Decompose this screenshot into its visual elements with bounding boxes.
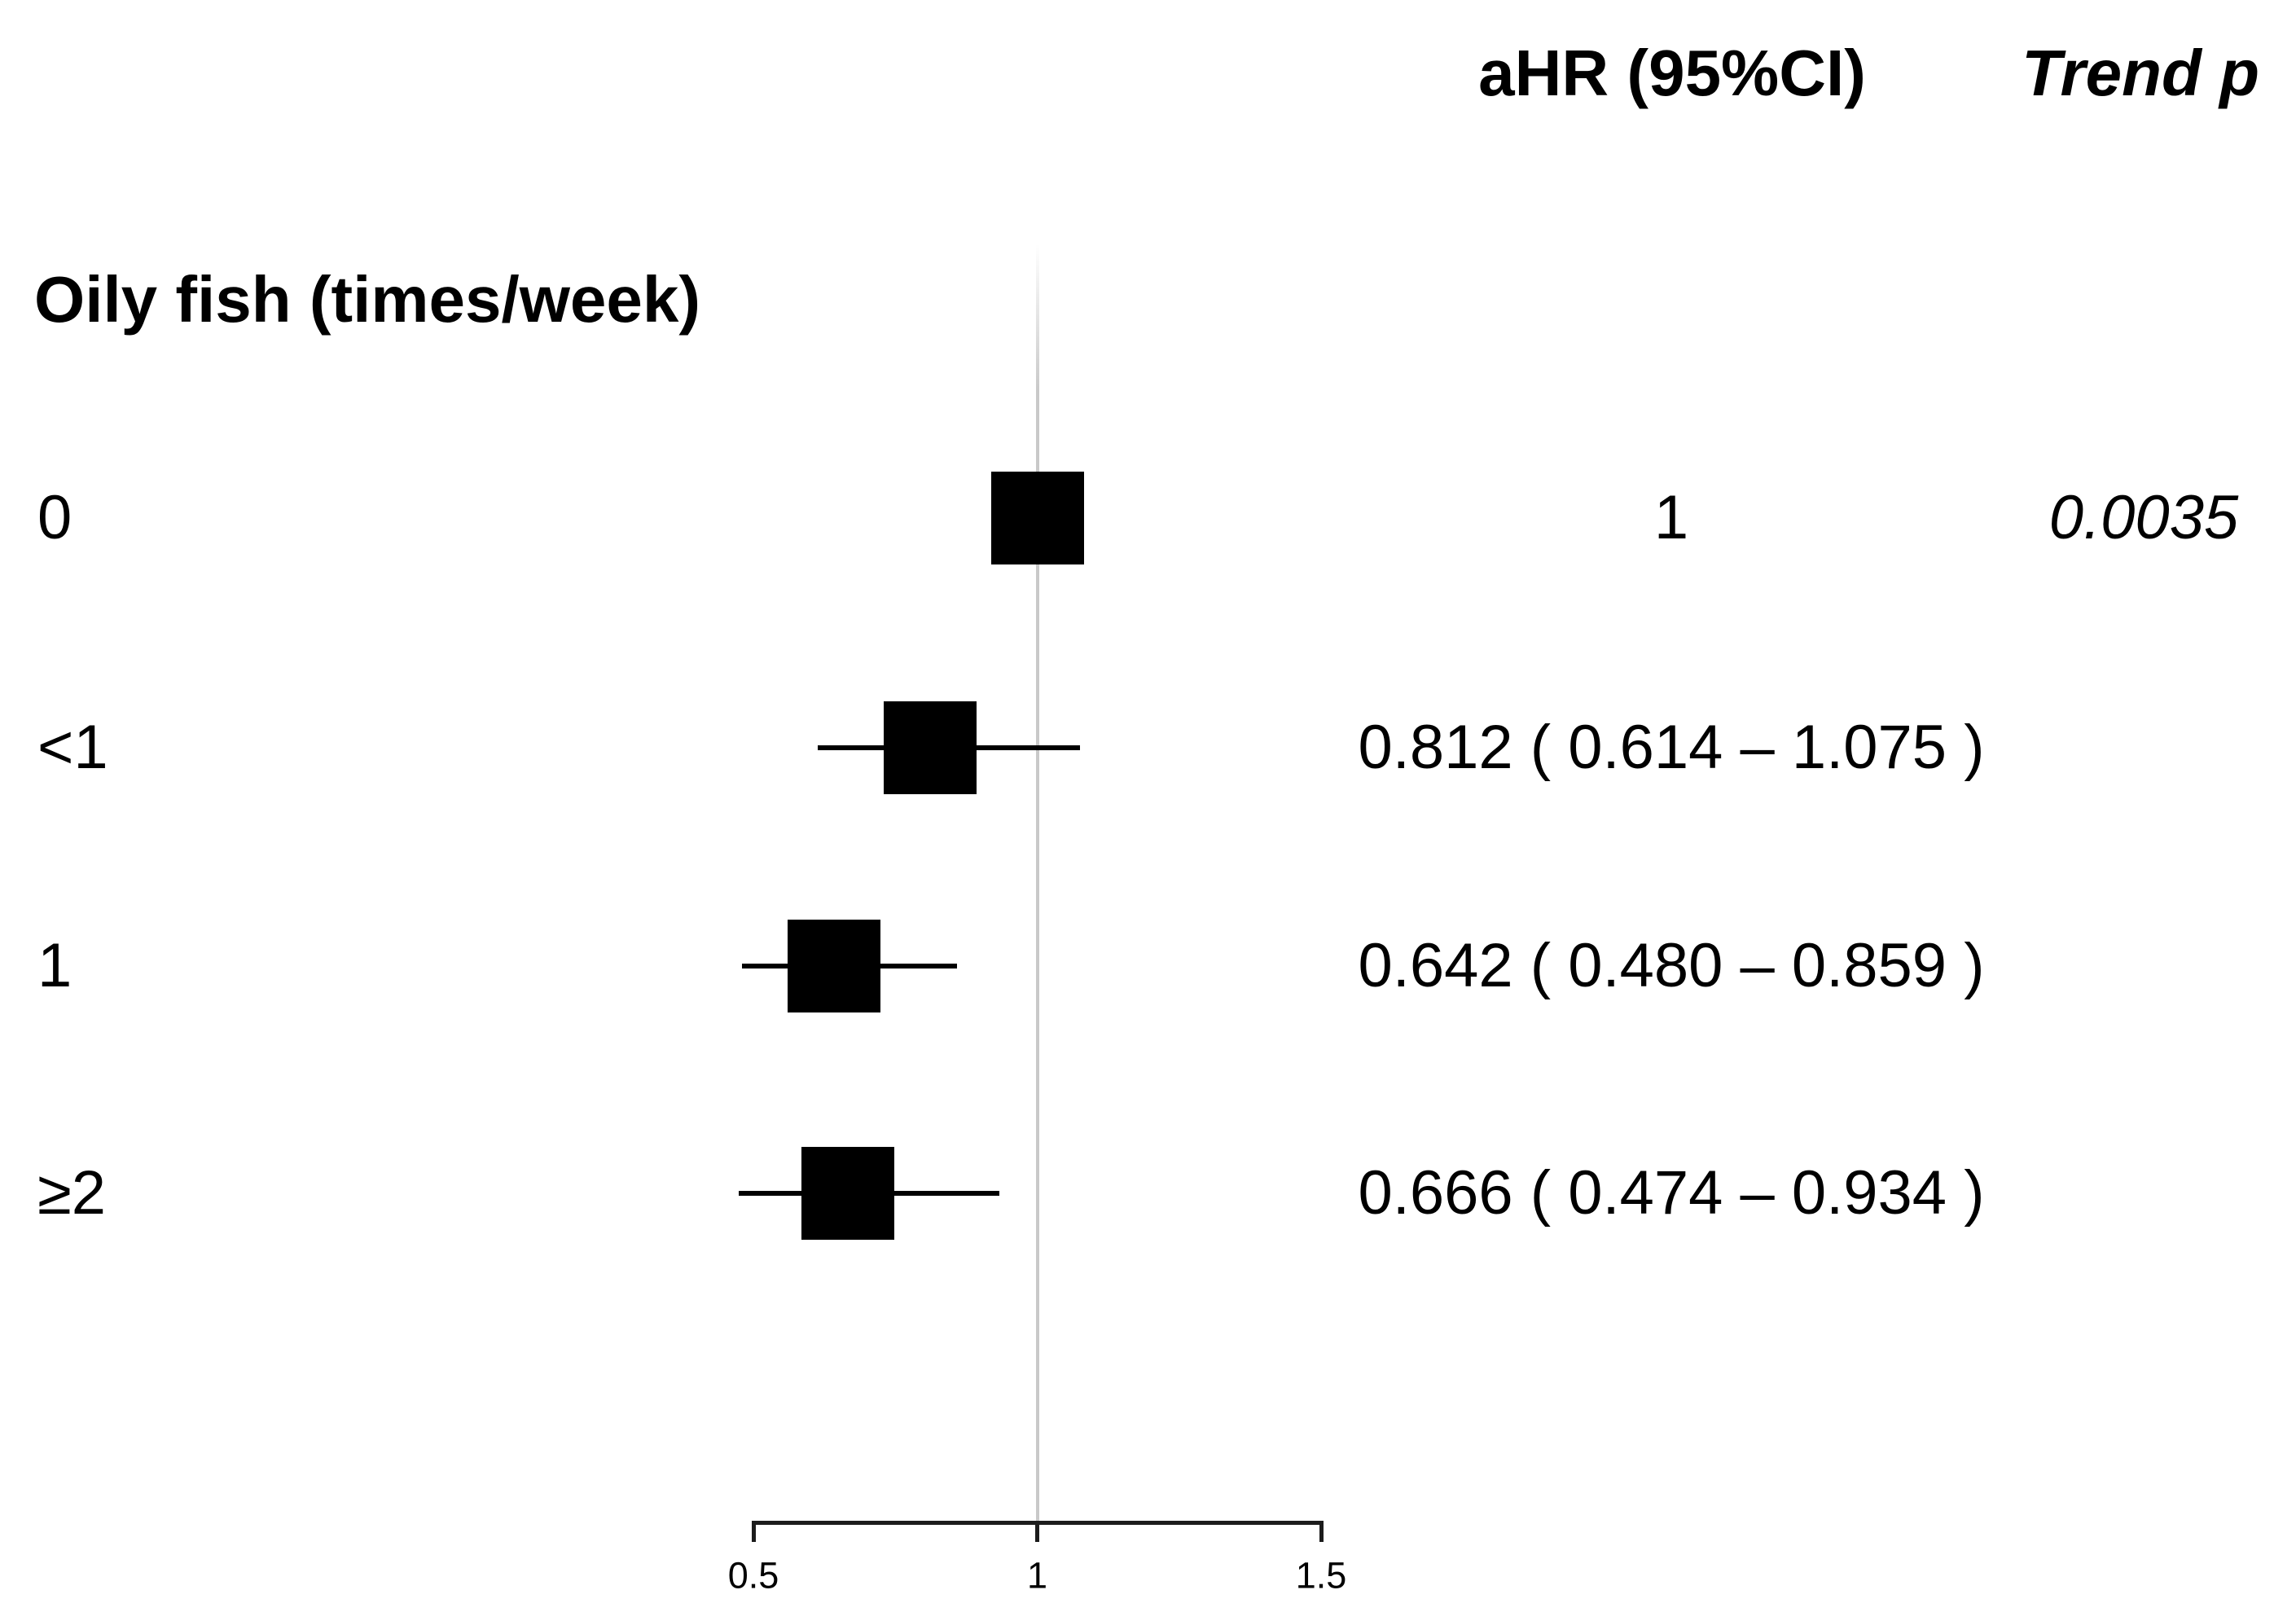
row-label: 1	[37, 931, 72, 1000]
x-axis-tick-label: 1.5	[1295, 1554, 1347, 1597]
group-label: Oily fish (times/week)	[34, 263, 701, 336]
hr-square	[884, 701, 977, 794]
row-label: 0	[37, 483, 72, 552]
ahr-value: 1	[1653, 483, 1689, 552]
ahr-value: 0.666 ( 0.474 – 0.934 )	[1358, 1158, 1985, 1228]
x-axis-tick	[751, 1521, 756, 1542]
x-axis-tick	[1319, 1521, 1324, 1542]
trend-p-value: 0.0035	[2048, 483, 2239, 552]
x-axis-tick	[1035, 1521, 1039, 1542]
ahr-column-header: aHR (95%CI)	[1478, 37, 1866, 109]
hr-square	[787, 920, 880, 1012]
ahr-value: 0.642 ( 0.480 – 0.859 )	[1358, 931, 1985, 1000]
ahr-value: 0.812 ( 0.614 – 1.075 )	[1358, 713, 1985, 782]
hr-square	[801, 1147, 894, 1240]
hr-square	[990, 472, 1084, 564]
x-axis-tick-label: 0.5	[727, 1554, 779, 1597]
row-label: <1	[37, 713, 108, 782]
x-axis-tick-label: 1	[1026, 1554, 1048, 1597]
reference-line	[1035, 244, 1039, 1525]
trend-p-column-header: Trend p	[2022, 37, 2259, 109]
row-label: ≥2	[37, 1158, 106, 1228]
